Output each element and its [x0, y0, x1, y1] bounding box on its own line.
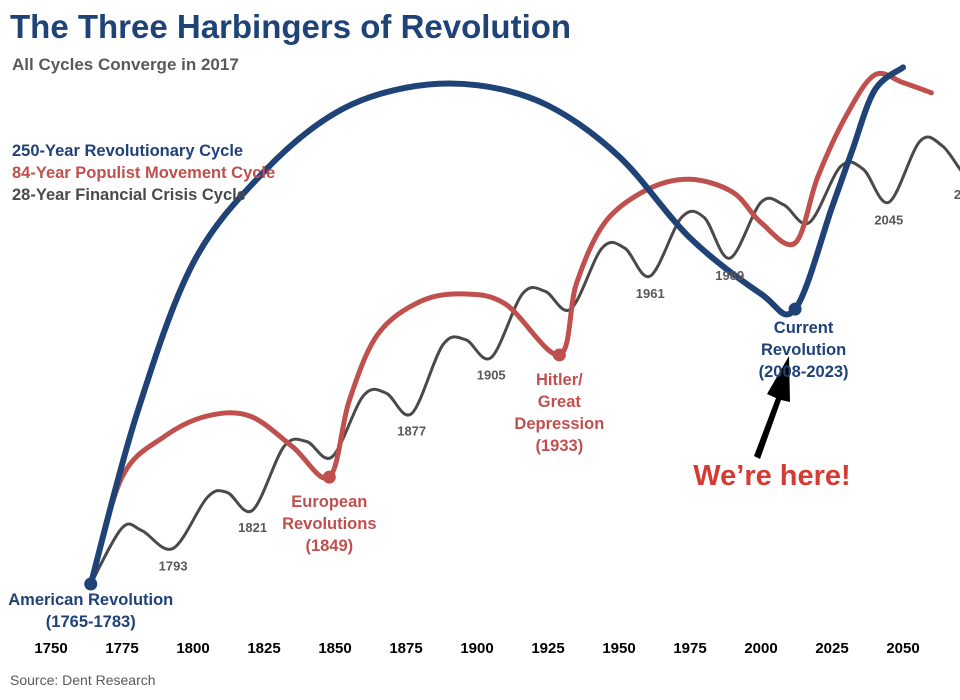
x-tick-label: 1975 [673, 640, 706, 657]
annotation: Current Revolution (2008-2023) [759, 317, 849, 383]
marked-point-3 [788, 302, 802, 316]
annotation-line: (1765-1783) [45, 613, 136, 631]
x-tick-label: 1900 [460, 640, 493, 657]
cycle-year-label: 1821 [238, 520, 267, 535]
pointer-arrow [754, 356, 790, 459]
x-tick-label: 1825 [247, 640, 280, 657]
x-tick-label: 1750 [34, 640, 67, 657]
annotation-line: Hitler/ [535, 370, 583, 389]
x-tick-label: 1850 [318, 640, 351, 657]
x-tick-label: 1925 [531, 640, 564, 657]
legend: 250-Year Revolutionary Cycle 84-Year Popu… [12, 140, 275, 206]
cycle-year-label: 2073 [954, 187, 960, 202]
annotation-line: Revolutions [282, 515, 377, 534]
x-tick-label: 1950 [602, 640, 635, 657]
annotation-line: (1933) [535, 436, 584, 455]
cycle-year-label: 1989 [715, 268, 744, 283]
x-tick-label: 1875 [389, 640, 422, 657]
chart-subtitle: All Cycles Converge in 2017 [12, 55, 239, 74]
legend-item: 84-Year Populist Movement Cycle [12, 164, 276, 182]
x-tick-label: 1800 [176, 640, 209, 657]
annotation: American Revolution (1765-1783) [8, 589, 173, 633]
annotation-line: Depression [514, 414, 605, 433]
annotation-line: Current [773, 319, 834, 338]
callout-text: We’re here! [693, 460, 851, 492]
marked-point-0 [84, 577, 98, 591]
annotation-line: Revolution [760, 341, 847, 360]
annotation-line: American Revolution [8, 591, 174, 609]
annotation-line: (1849) [305, 537, 354, 556]
legend-item: 28-Year Financial Crisis Cycle [12, 186, 246, 204]
x-tick-label: 1775 [105, 640, 138, 657]
cycle-year-label: 1905 [477, 367, 506, 382]
annotation: Hitler/Great Depression (1933) [514, 369, 604, 457]
cycle-year-label: 2045 [874, 212, 903, 227]
legend-item: 250-Year Revolutionary Cycle [12, 142, 244, 160]
cycle-year-label: 1793 [159, 558, 188, 573]
annotation-line: European [291, 493, 368, 512]
marked-point-2 [552, 348, 566, 362]
x-tick-label: 2000 [744, 640, 777, 657]
chart-title: The Three Harbingers of Revolution [10, 8, 572, 45]
annotation-line: (2008-2023) [758, 363, 849, 382]
x-tick-label: 2025 [815, 640, 848, 657]
source-note: Source: Dent Research [10, 672, 156, 688]
x-tick-label: 2050 [886, 640, 919, 657]
annotation: European Revolutions (1849) [282, 491, 376, 557]
marked-point-1 [322, 470, 336, 484]
series-line-0 [87, 64, 906, 587]
cycle-year-label: 1961 [636, 286, 665, 301]
cycle-year-label: 1877 [397, 423, 426, 438]
annotation-line: Great [537, 392, 581, 411]
